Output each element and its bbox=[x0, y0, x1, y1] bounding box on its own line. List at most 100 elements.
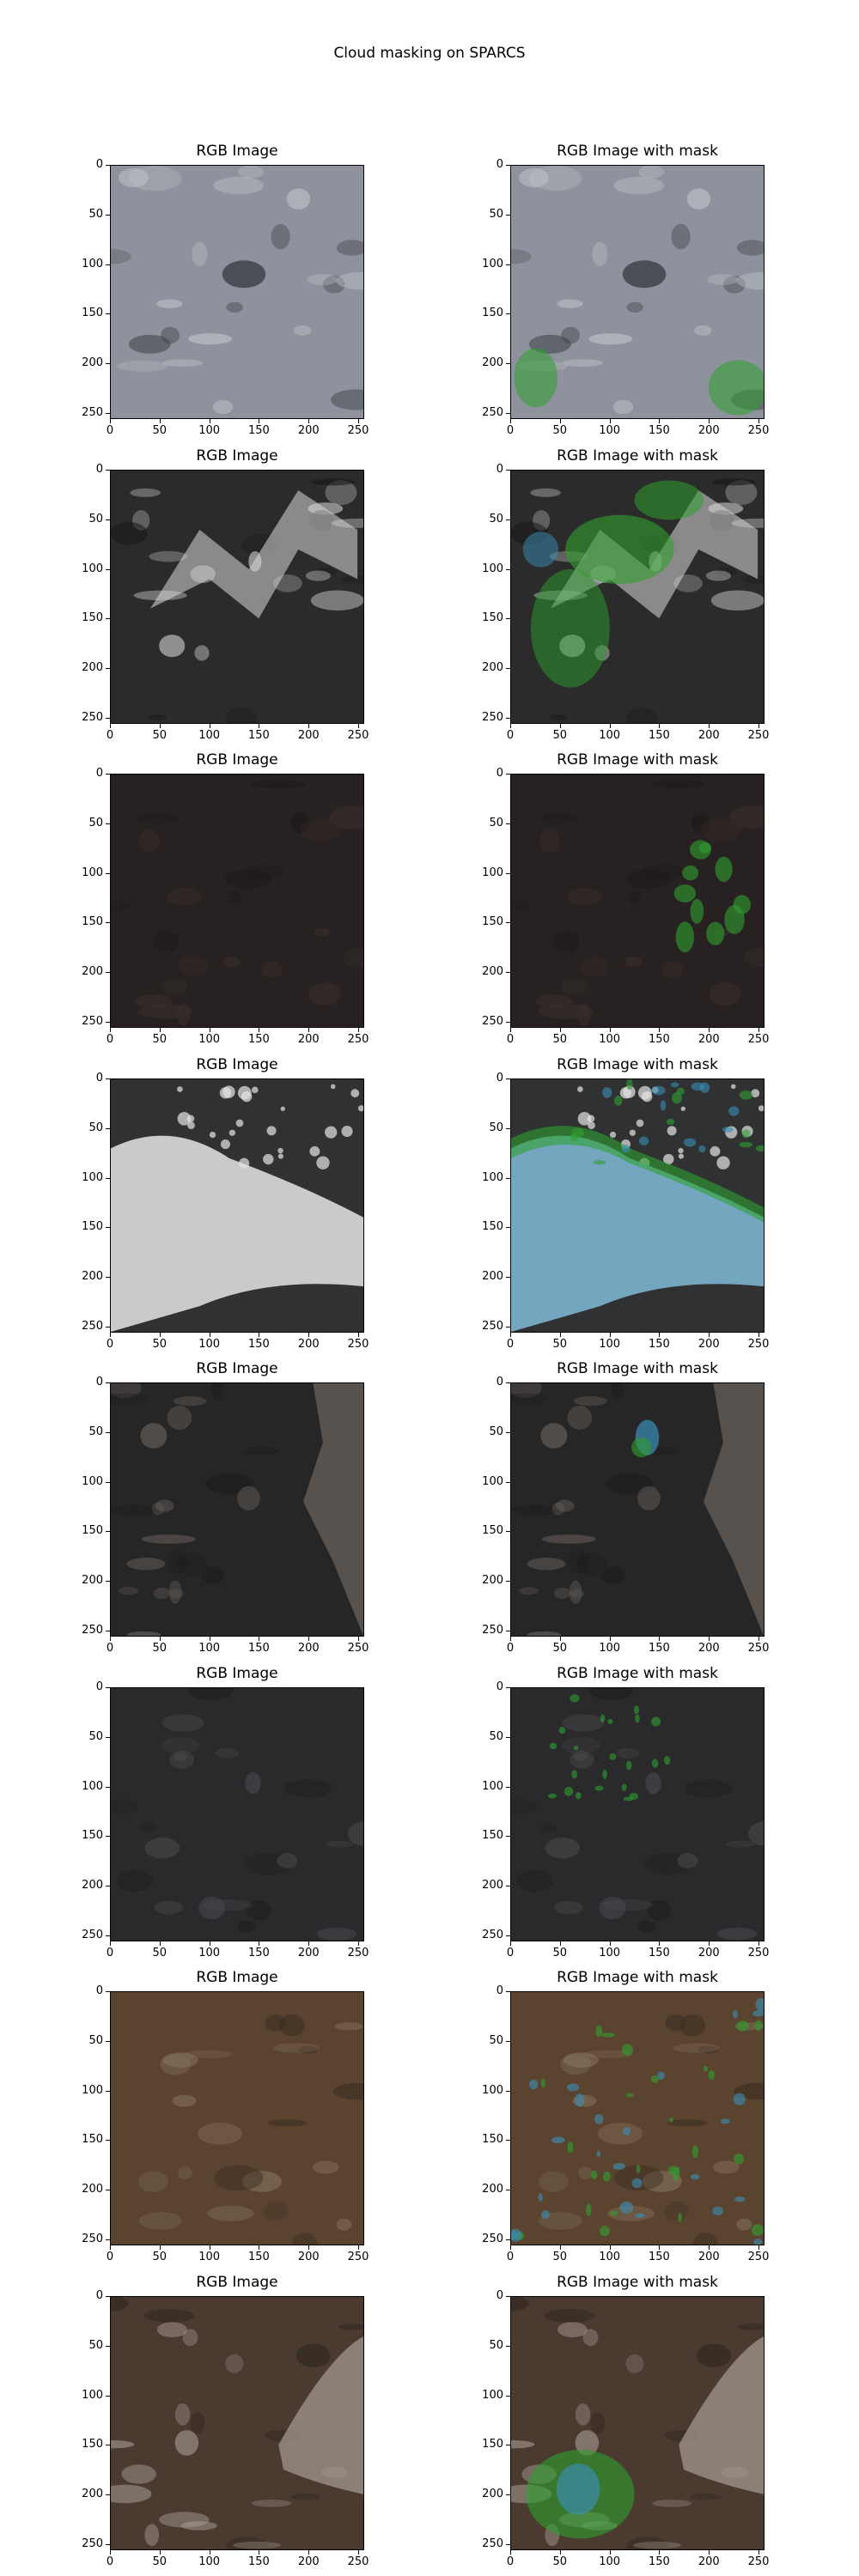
scene-texture bbox=[156, 2322, 187, 2338]
scene-texture bbox=[597, 2122, 643, 2145]
scene-texture bbox=[156, 299, 183, 308]
shadow-mask bbox=[634, 480, 704, 520]
small-cloud bbox=[209, 1131, 216, 1139]
y-tick-mark bbox=[106, 519, 110, 520]
shadow-mask bbox=[733, 895, 751, 914]
y-tick-label: 200 bbox=[82, 2488, 103, 2501]
x-tick-label: 50 bbox=[552, 1642, 568, 1655]
scene-texture bbox=[544, 2309, 595, 2323]
satellite-image bbox=[111, 166, 363, 418]
y-tick-label: 50 bbox=[88, 512, 103, 526]
shadow-mask bbox=[715, 856, 733, 883]
scene-texture bbox=[121, 2464, 156, 2484]
scene-texture bbox=[705, 570, 731, 581]
y-tick-mark bbox=[506, 1687, 510, 1688]
scene-texture bbox=[348, 1821, 363, 1846]
small-mask bbox=[739, 1141, 752, 1148]
shadow-mask bbox=[564, 1786, 574, 1796]
x-tick-mark bbox=[358, 2550, 360, 2555]
rgb-image-panel: 0 50 100 150 200 250 0 50 100 150 200 250 bbox=[82, 767, 369, 1046]
y-tick-mark bbox=[106, 2395, 110, 2397]
x-tick-mark bbox=[308, 724, 310, 728]
scene-texture bbox=[305, 570, 331, 581]
image-frame bbox=[110, 470, 364, 724]
x-tick-label: 150 bbox=[248, 2555, 270, 2568]
y-axis: 0 50 100 150 200 250 bbox=[77, 2289, 110, 2550]
small-mask bbox=[752, 2010, 764, 2017]
y-tick-label: 0 bbox=[496, 767, 503, 780]
y-tick-mark bbox=[506, 774, 510, 775]
y-tick-label: 200 bbox=[82, 1879, 103, 1893]
scene-texture bbox=[140, 1423, 168, 1449]
x-tick-label: 200 bbox=[698, 424, 720, 437]
rgb-image-panel: 0 50 100 150 200 250 0 50 100 150 200 250 bbox=[82, 1376, 369, 1655]
x-tick-label: 50 bbox=[152, 424, 168, 437]
rgb-image-panel: 0 50 100 150 200 250 0 50 100 150 200 250 bbox=[82, 2289, 369, 2568]
x-tick-label: 250 bbox=[347, 729, 369, 742]
scene-texture bbox=[151, 1502, 164, 1516]
y-tick-label: 0 bbox=[496, 2289, 503, 2302]
scene-texture bbox=[540, 1423, 568, 1449]
y-tick-mark bbox=[506, 2544, 510, 2546]
scene-texture bbox=[111, 2439, 135, 2449]
scene-texture bbox=[511, 1504, 559, 1516]
scene-texture bbox=[671, 223, 691, 250]
shadow-mask bbox=[708, 360, 764, 416]
masked-image-panel: 0 50 100 150 200 250 0 50 100 150 200 250 bbox=[482, 767, 769, 1046]
y-tick-mark bbox=[506, 1022, 510, 1024]
shadow-mask bbox=[558, 1727, 566, 1735]
y-tick-label: 150 bbox=[482, 2133, 503, 2147]
small-mask bbox=[571, 1127, 584, 1138]
scene-texture bbox=[118, 1587, 139, 1595]
y-tick-mark bbox=[506, 1786, 510, 1788]
x-tick-mark bbox=[308, 2550, 310, 2555]
y-tick-mark bbox=[106, 2494, 110, 2496]
x-tick-mark bbox=[308, 1637, 310, 1641]
x-tick-label: 100 bbox=[198, 2251, 221, 2263]
small-cloud bbox=[316, 1156, 330, 1170]
scene-texture bbox=[511, 2297, 529, 2312]
scene-texture bbox=[139, 829, 160, 854]
y-axis: 0 50 100 150 200 250 bbox=[77, 1376, 110, 1637]
image-frame bbox=[110, 774, 364, 1028]
lava-patch bbox=[222, 260, 266, 289]
y-axis: 0 50 100 150 200 250 bbox=[478, 1072, 510, 1333]
shadow-mask bbox=[571, 1770, 578, 1779]
masked-image-panel: 0 50 100 150 200 250 0 50 100 150 200 250 bbox=[482, 1072, 769, 1351]
scene-texture bbox=[111, 2297, 129, 2312]
scene-texture bbox=[690, 2493, 722, 2500]
x-tick-label: 100 bbox=[599, 1642, 621, 1655]
scene-texture bbox=[169, 1750, 194, 1769]
x-axis: 0 50 100 150 200 250 bbox=[107, 2245, 369, 2266]
x-tick-mark bbox=[609, 1941, 611, 1946]
scene-background bbox=[511, 1688, 764, 1941]
scene-texture bbox=[538, 1004, 594, 1019]
small-cloud bbox=[730, 1084, 736, 1090]
y-axis: 0 50 100 150 200 250 bbox=[77, 463, 110, 724]
y-tick-mark bbox=[106, 1227, 110, 1229]
x-tick-mark bbox=[510, 1941, 511, 1946]
y-tick-mark bbox=[106, 313, 110, 315]
x-tick-mark bbox=[559, 419, 561, 423]
masked-image-title: RGB Image with mask bbox=[557, 1969, 718, 1986]
y-tick-mark bbox=[106, 363, 110, 365]
y-tick-label: 0 bbox=[95, 1984, 103, 1997]
y-tick-mark bbox=[506, 922, 510, 924]
scene-texture bbox=[119, 167, 149, 188]
small-mask bbox=[601, 2032, 615, 2038]
scene-texture bbox=[553, 1587, 570, 1600]
scene-texture bbox=[192, 241, 208, 267]
shadow-mask bbox=[635, 1714, 640, 1723]
small-mask bbox=[551, 2136, 565, 2144]
scene-texture bbox=[562, 978, 588, 996]
small-mask bbox=[586, 2203, 592, 2216]
x-tick-mark bbox=[358, 724, 360, 728]
x-tick-mark bbox=[358, 1637, 360, 1641]
scene-texture bbox=[578, 2166, 593, 2179]
x-tick-label: 150 bbox=[248, 1642, 270, 1655]
scene-texture bbox=[684, 1779, 733, 1798]
small-mask bbox=[683, 1138, 697, 1147]
scene-texture bbox=[511, 1383, 542, 1399]
x-tick-label: 250 bbox=[747, 2555, 770, 2568]
small-mask bbox=[722, 1127, 734, 1133]
